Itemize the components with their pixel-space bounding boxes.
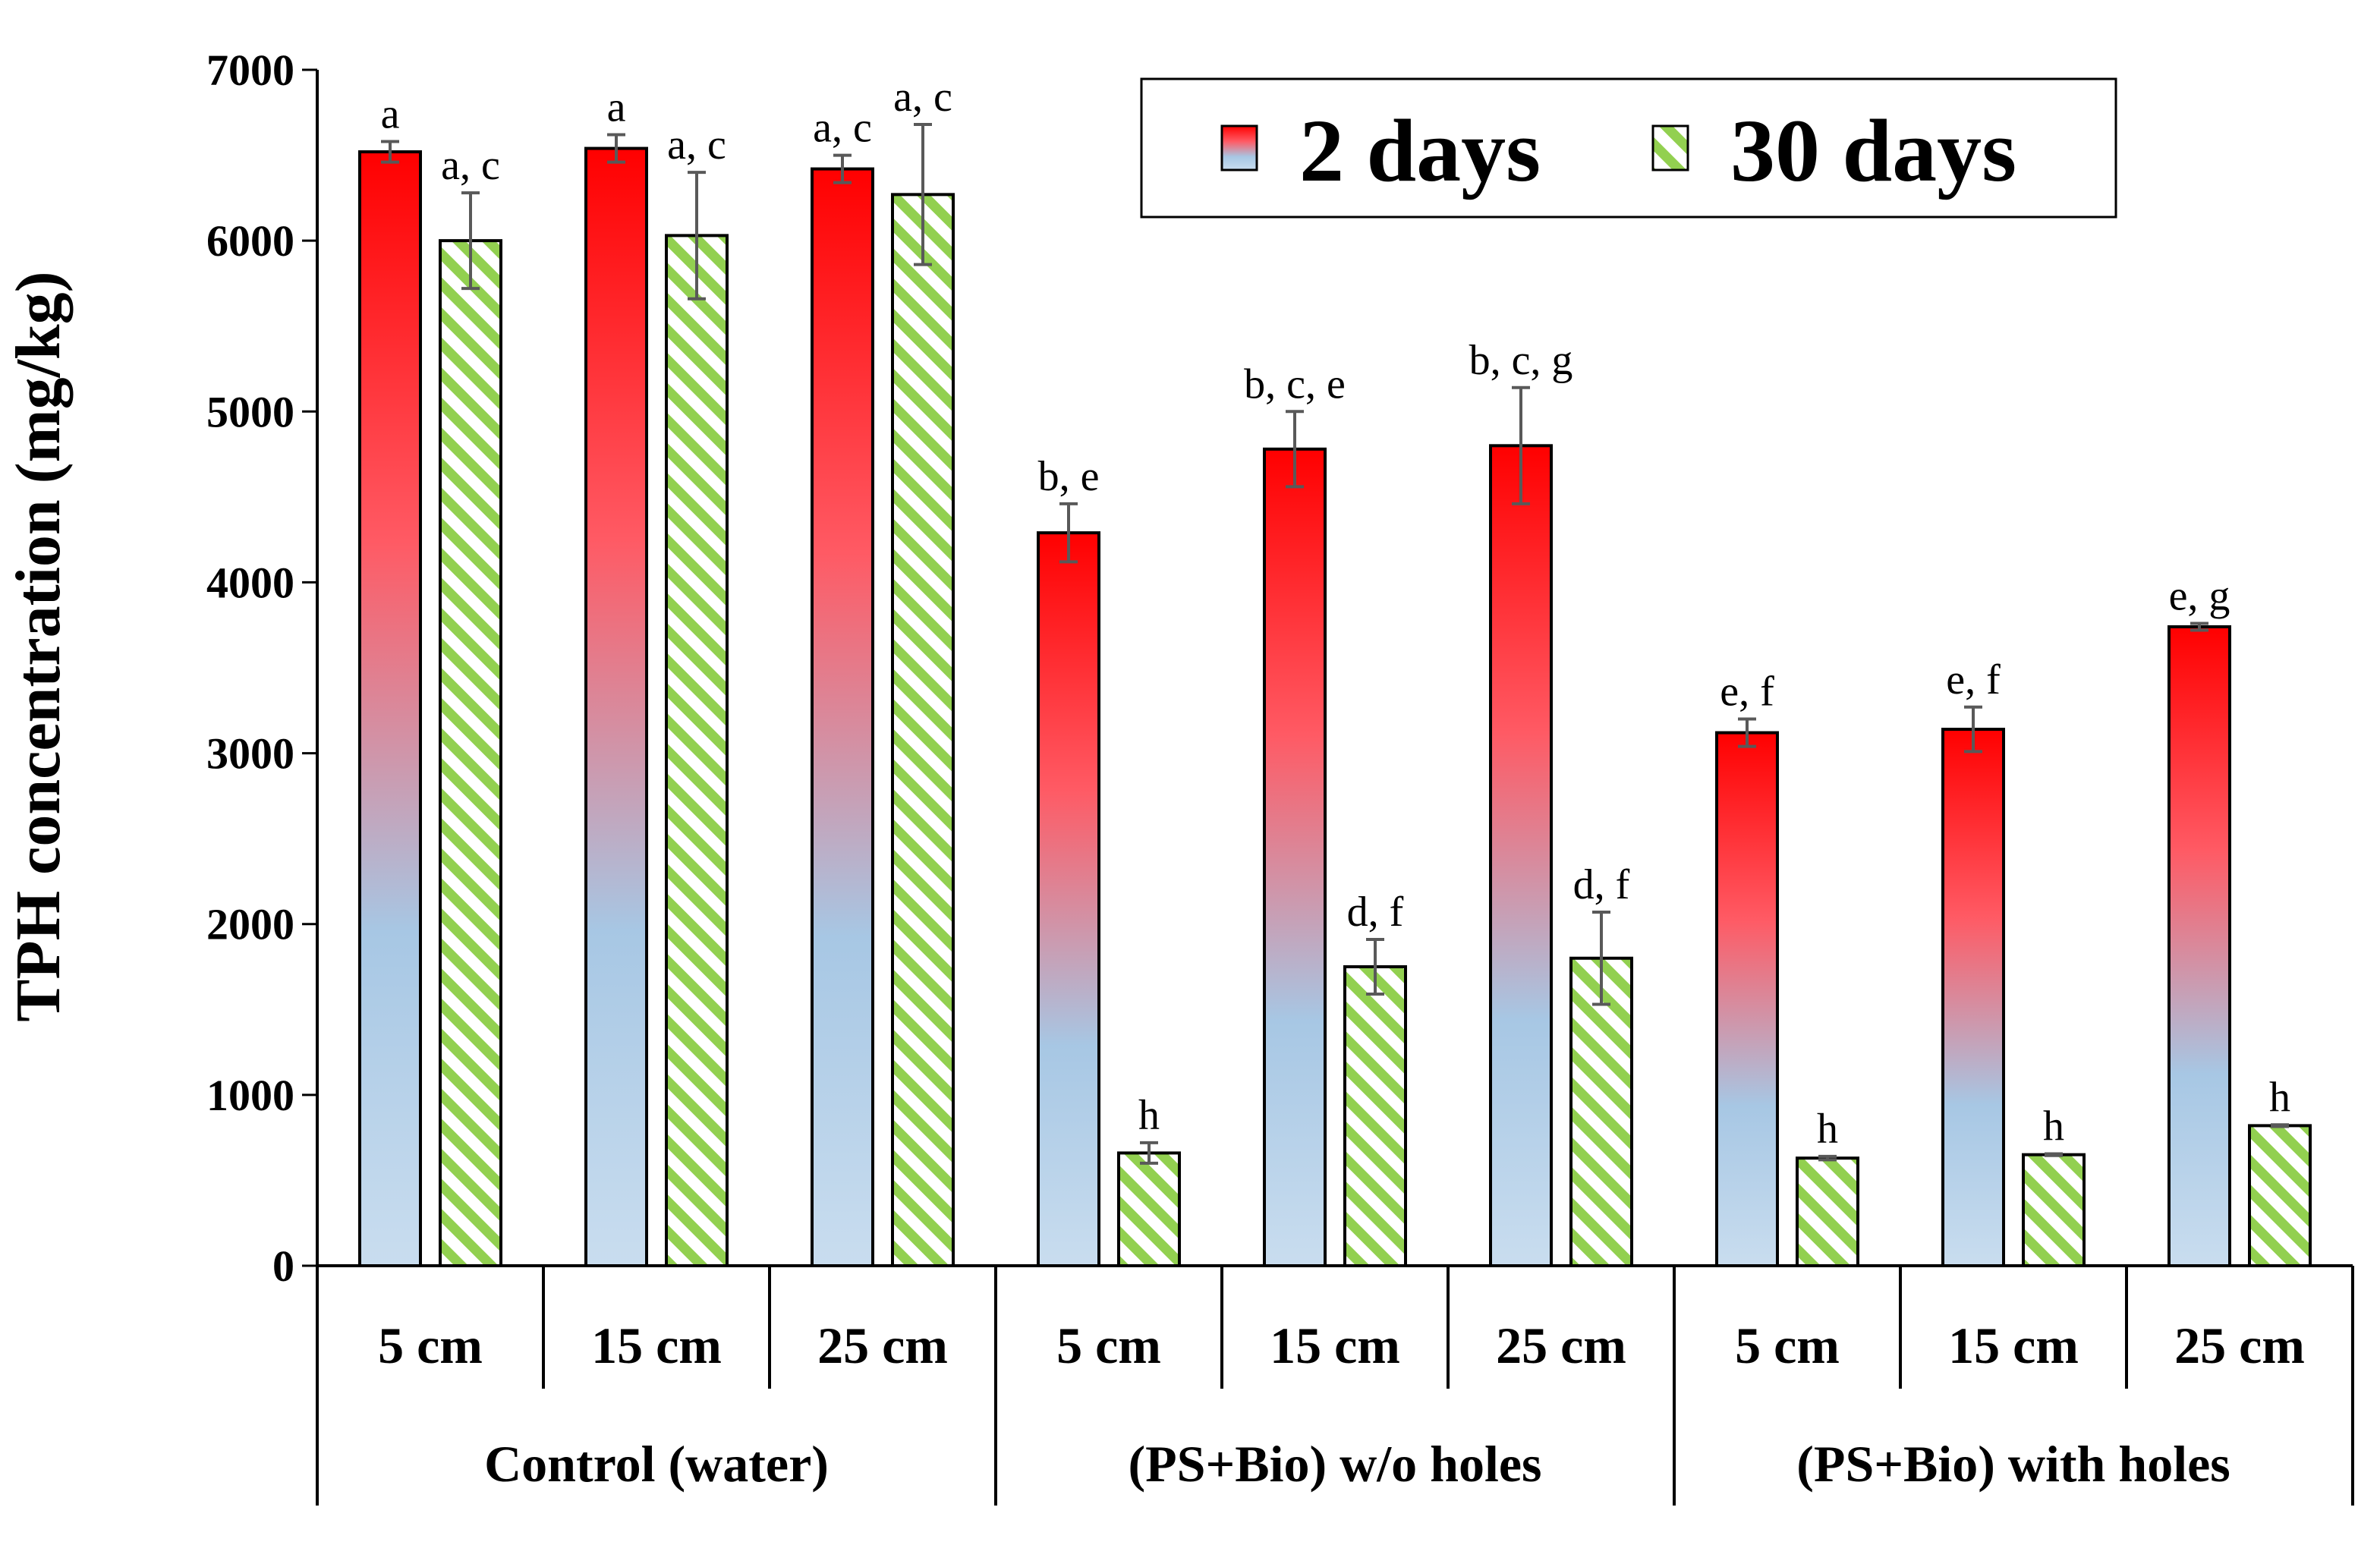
significance-label: a, c (667, 121, 726, 168)
bar-2-days (358, 150, 422, 1267)
x-category-label: 15 cm (1948, 1317, 2079, 1374)
bar-30-days (1343, 965, 1407, 1267)
y-tick-label: 7000 (206, 46, 294, 95)
y-tick-label: 5000 (206, 387, 294, 436)
bar-30-days (439, 239, 502, 1268)
legend-label-30-days: 30 days (1730, 101, 2016, 200)
axes (316, 70, 2353, 1267)
x-category-label: 15 cm (591, 1317, 722, 1374)
x-group-label: (PS+Bio) with holes (1796, 1435, 2230, 1493)
significance-label: d, f (1347, 889, 1404, 936)
significance-label: h (1138, 1092, 1160, 1139)
x-category-label: 25 cm (1496, 1317, 1626, 1374)
y-tick-label: 0 (272, 1241, 294, 1291)
x-category-label: 5 cm (1056, 1317, 1161, 1374)
legend: 2 days 30 days (1140, 77, 2117, 219)
bar-2-days (584, 146, 648, 1268)
x-group-label: Control (water) (484, 1435, 829, 1493)
y-tick-label: 3000 (206, 729, 294, 779)
x-axis-categories: 5 cm 15 cm 25 cm 5 cm 15 cm 25 cm 5 cm 15 cm 25 … (316, 1266, 2354, 1506)
significance-labels: a a a, c b, e b, c, e b, c, g e, f e, f e, g a, c… (381, 74, 2290, 1153)
x-category-label: 15 cm (1270, 1317, 1400, 1374)
bar-30-days (1569, 956, 1633, 1267)
error-bars (381, 123, 2289, 1165)
bar-2-days (811, 167, 874, 1267)
significance-label: h (2269, 1074, 2290, 1121)
bar-2-days (1715, 731, 1779, 1267)
bar-30-days (2248, 1124, 2312, 1267)
bar-2-days (1489, 444, 1553, 1267)
bar-2-days (2168, 625, 2231, 1267)
x-category-label: 25 cm (2174, 1317, 2305, 1374)
bar-30-days (891, 193, 955, 1268)
bar-30-days (1117, 1151, 1181, 1268)
bar-2-days (1941, 728, 2005, 1267)
bar-2-days (1037, 531, 1100, 1267)
significance-label: b, e (1038, 453, 1100, 500)
x-axis-groups: Control (water) (PS+Bio) w/o holes (PS+Bio… (484, 1435, 2230, 1493)
legend-swatch-2-days (1220, 124, 1258, 171)
significance-label: h (1817, 1106, 1838, 1153)
x-category-label: 5 cm (1735, 1317, 1840, 1374)
bar-2-days (1263, 447, 1327, 1267)
significance-label: a, c (893, 74, 952, 121)
significance-label: a, c (441, 142, 500, 189)
x-group-label: (PS+Bio) w/o holes (1129, 1435, 1542, 1493)
significance-label: e, f (1946, 656, 2001, 703)
significance-label: h (2043, 1103, 2064, 1150)
y-tick-label: 4000 (206, 558, 294, 607)
x-category-label: 5 cm (378, 1317, 483, 1374)
significance-label: b, c, e (1244, 360, 1346, 407)
legend-swatch-30-days (1651, 124, 1689, 171)
bars (358, 146, 2312, 1268)
y-axis-label: TPH concentration (mg/kg) (3, 271, 74, 1021)
significance-label: a (607, 84, 626, 131)
bar-30-days (2022, 1153, 2086, 1267)
significance-label: a (381, 91, 400, 138)
significance-label: d, f (1573, 861, 1630, 908)
bar-30-days (1796, 1156, 1859, 1268)
legend-frame (1140, 77, 2117, 219)
y-tick-label: 1000 (206, 1071, 294, 1120)
y-tick-label: 6000 (206, 216, 294, 266)
y-tick-label: 2000 (206, 900, 294, 949)
legend-label-2-days: 2 days (1299, 101, 1541, 200)
x-category-label: 25 cm (817, 1317, 948, 1374)
significance-label: a, c (813, 105, 872, 152)
significance-label: e, g (2169, 572, 2230, 619)
bar-30-days (665, 234, 729, 1268)
significance-label: b, c, g (1469, 337, 1573, 384)
significance-label: e, f (1720, 669, 1774, 716)
y-axis-ticks: 0 1000 2000 3000 4000 5000 6000 7000 (206, 46, 317, 1291)
